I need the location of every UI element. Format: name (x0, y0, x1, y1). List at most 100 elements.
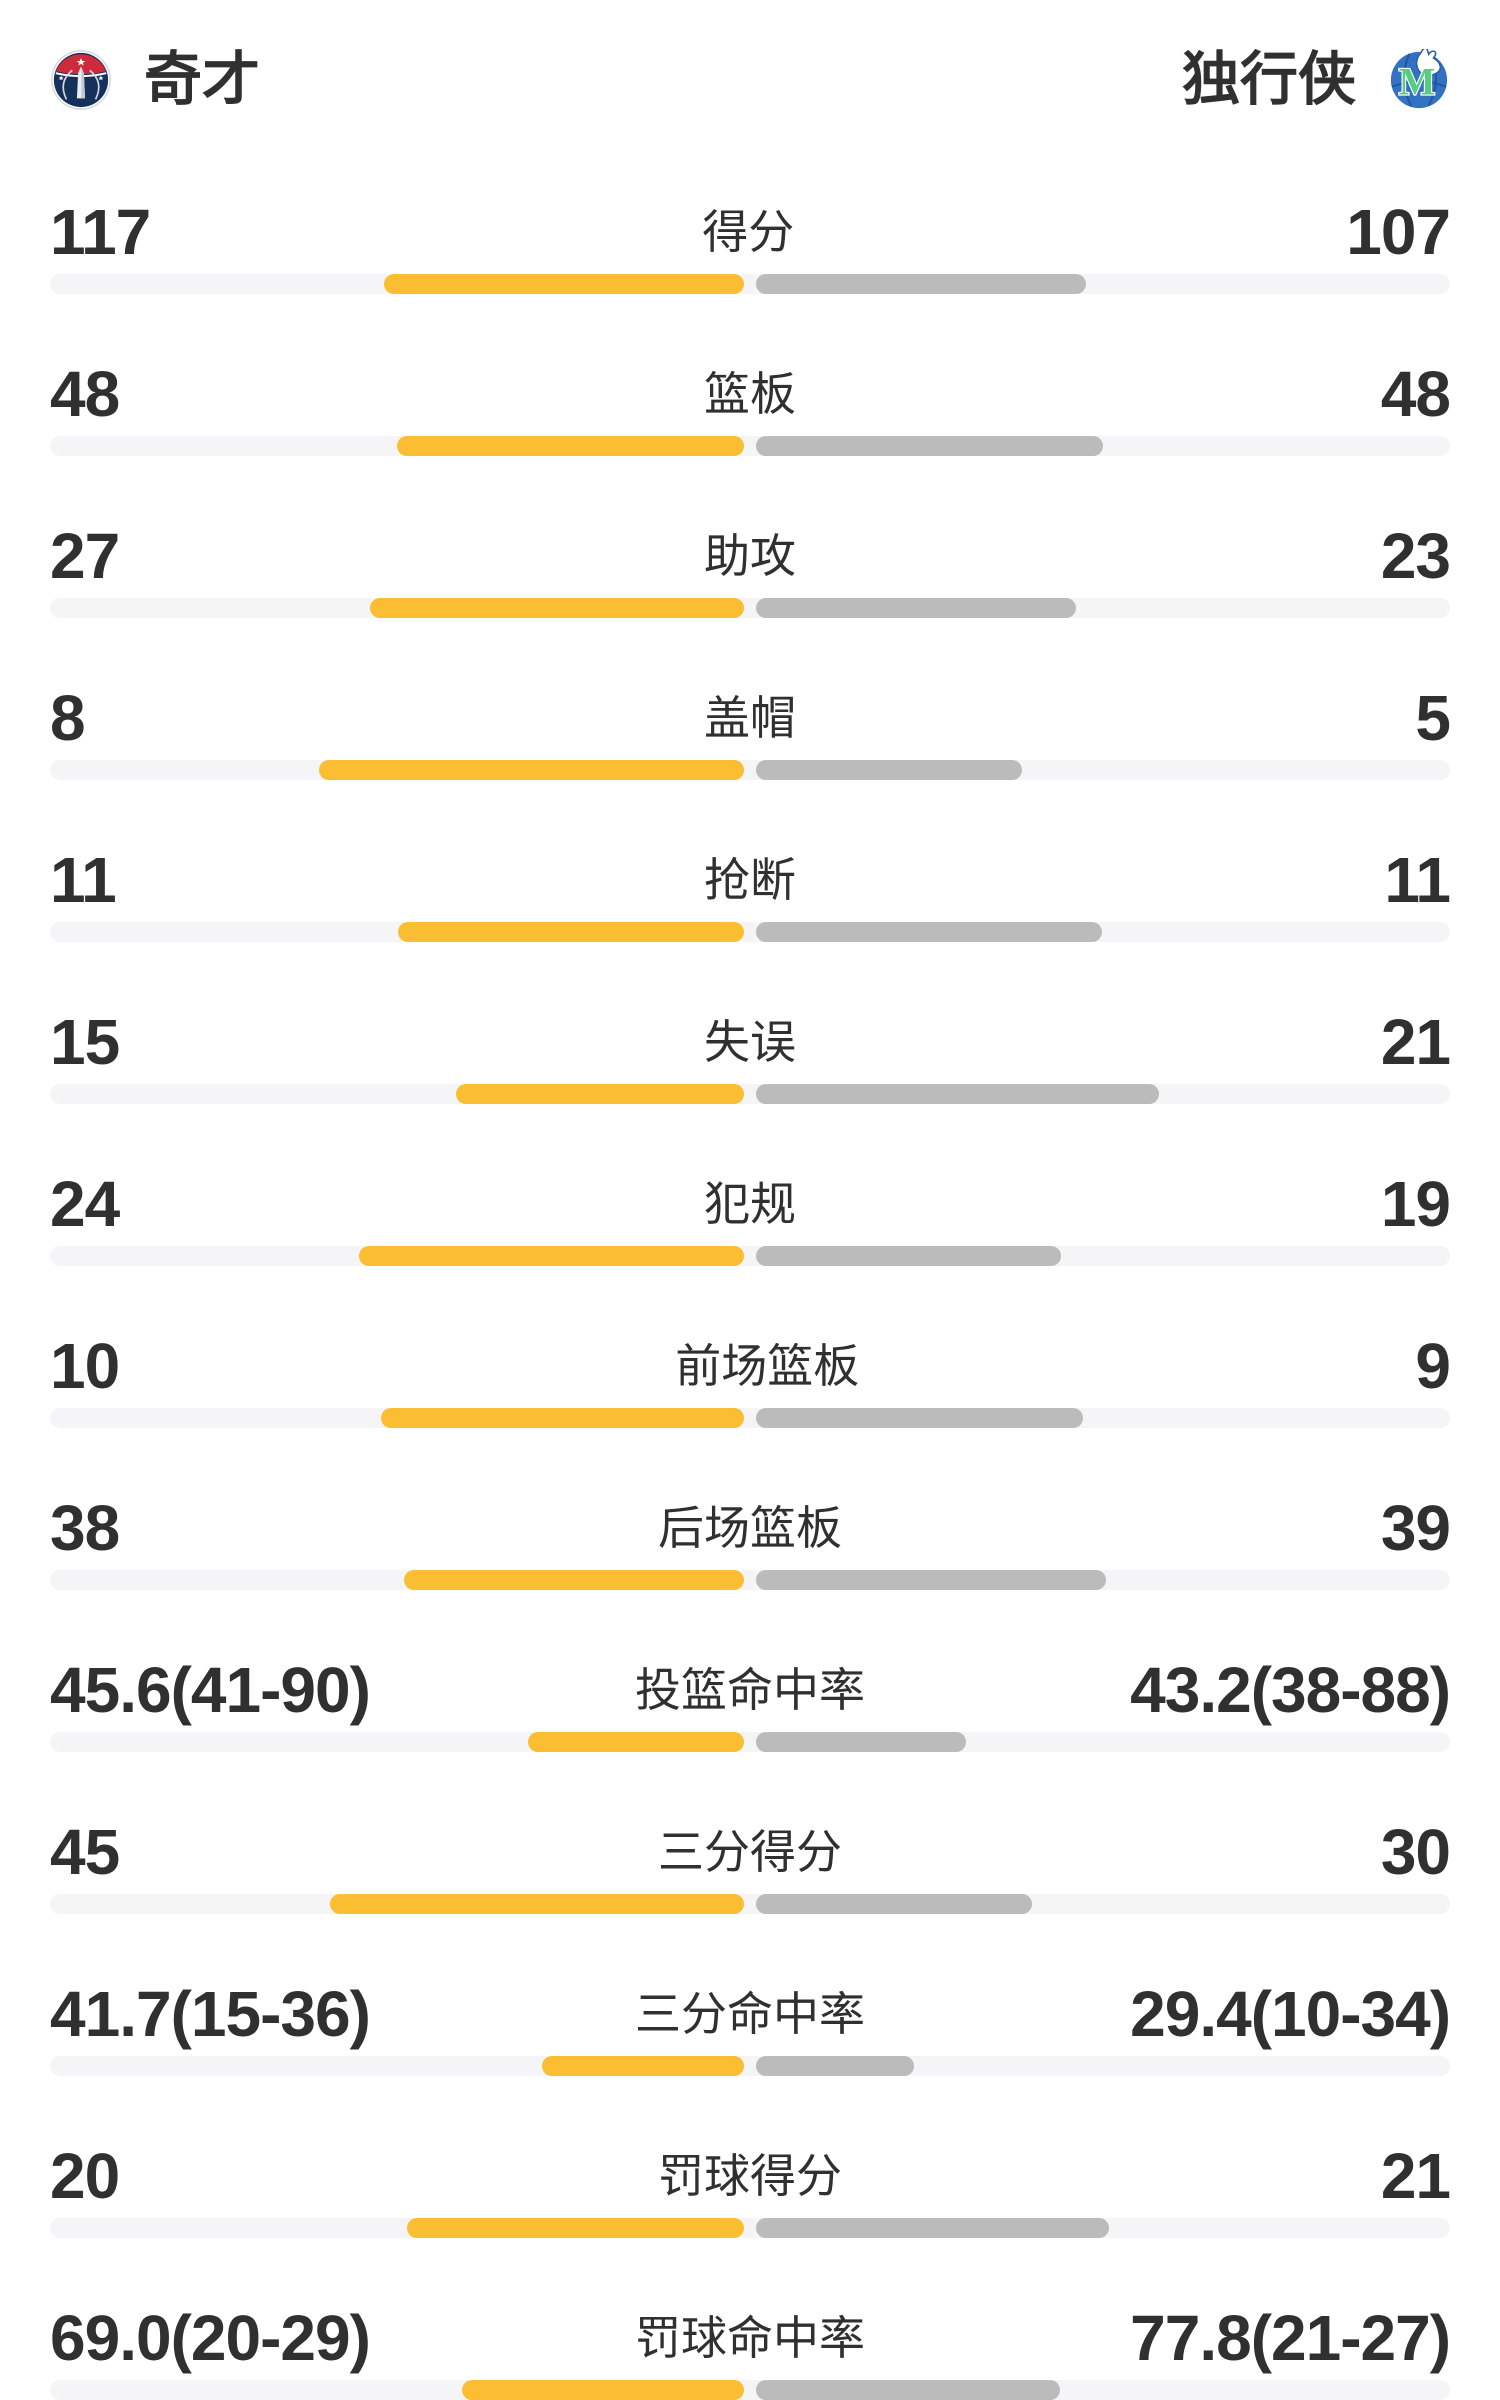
stat-value-left: 45 (50, 1816, 120, 1888)
stat-line: 38 后场篮板 39 (50, 1492, 1451, 1564)
stat-value-right: 11 (1384, 844, 1451, 916)
stat-line: 27 助攻 23 (50, 520, 1451, 592)
stat-bar-right (756, 760, 1022, 780)
stat-bar-track (50, 922, 1450, 942)
stat-label: 盖帽 (704, 692, 796, 744)
stat-value-left: 41.7(15-36) (50, 1978, 371, 2050)
home-team-header[interactable]: 奇才 (50, 49, 260, 111)
stat-row: 45.6(41-90) 投篮命中率 43.2(38-88) (50, 1654, 1451, 1752)
stat-label: 三分得分 (658, 1826, 842, 1878)
stat-value-left: 11 (50, 844, 117, 916)
stat-line: 117 得分 107 (50, 196, 1451, 268)
stat-value-right: 48 (1380, 358, 1451, 430)
stat-bar-track (50, 598, 1450, 618)
stat-bar-track (50, 2218, 1450, 2238)
stat-bar-left (398, 922, 744, 942)
stat-label: 罚球命中率 (635, 2312, 865, 2364)
stat-value-right: 107 (1346, 196, 1451, 268)
stat-row: 20 罚球得分 21 (50, 2140, 1451, 2238)
stat-label: 得分 (702, 206, 795, 258)
stat-bar-left (542, 2056, 744, 2076)
stats-list: 117 得分 107 48 篮板 48 27 助攻 23 (50, 196, 1451, 2400)
stat-bar-left (528, 1732, 744, 1752)
stat-row: 117 得分 107 (50, 196, 1451, 294)
stat-row: 8 盖帽 5 (50, 682, 1451, 780)
stat-bar-left (319, 760, 744, 780)
stat-value-right: 77.8(21-27) (1130, 2302, 1451, 2374)
stat-label: 投篮命中率 (635, 1664, 865, 1716)
stat-row: 41.7(15-36) 三分命中率 29.4(10-34) (50, 1978, 1451, 2076)
stat-value-left: 117 (50, 196, 151, 268)
stat-label: 犯规 (704, 1178, 796, 1230)
stat-value-left: 10 (50, 1330, 120, 1402)
stat-line: 45.6(41-90) 投篮命中率 43.2(38-88) (50, 1654, 1451, 1726)
stat-row: 45 三分得分 30 (50, 1816, 1451, 1914)
stat-row: 15 失误 21 (50, 1006, 1451, 1104)
stat-value-left: 45.6(41-90) (50, 1654, 371, 1726)
stat-value-right: 21 (1380, 2140, 1451, 2212)
wizards-logo-icon (50, 49, 112, 111)
stat-value-right: 30 (1380, 1816, 1451, 1888)
stat-bar-left (381, 1408, 744, 1428)
stat-bar-right (756, 1246, 1061, 1266)
stat-label: 抢断 (704, 854, 796, 906)
stat-bar-right (756, 1732, 966, 1752)
away-team-header[interactable]: 独行侠 M (1182, 49, 1450, 111)
stat-row: 69.0(20-29) 罚球命中率 77.8(21-27) (50, 2302, 1451, 2400)
stat-line: 8 盖帽 5 (50, 682, 1451, 754)
stat-bar-left (407, 2218, 744, 2238)
stat-label: 助攻 (704, 530, 796, 582)
stat-value-left: 38 (50, 1492, 120, 1564)
stat-bar-left (370, 598, 744, 618)
stat-line: 69.0(20-29) 罚球命中率 77.8(21-27) (50, 2302, 1451, 2374)
stat-line: 20 罚球得分 21 (50, 2140, 1451, 2212)
stat-line: 10 前场篮板 9 (50, 1330, 1451, 1402)
stat-value-right: 29.4(10-34) (1130, 1978, 1451, 2050)
stat-bar-right (756, 436, 1103, 456)
stat-bar-left (456, 1084, 744, 1104)
stat-value-right: 21 (1380, 1006, 1451, 1078)
stat-bar-track (50, 1570, 1450, 1590)
stat-value-left: 20 (50, 2140, 120, 2212)
stat-value-left: 48 (50, 358, 120, 430)
stat-bar-left (384, 274, 744, 294)
stat-label: 失误 (704, 1016, 796, 1068)
stat-line: 15 失误 21 (50, 1006, 1451, 1078)
stat-bar-right (756, 1570, 1106, 1590)
stat-value-right: 5 (1415, 682, 1451, 754)
stat-bar-right (756, 598, 1076, 618)
stat-bar-left (330, 1894, 744, 1914)
stat-row: 48 篮板 48 (50, 358, 1451, 456)
stat-bar-track (50, 274, 1450, 294)
stat-bar-right (756, 2056, 914, 2076)
stat-bar-right (756, 922, 1102, 942)
stat-line: 41.7(15-36) 三分命中率 29.4(10-34) (50, 1978, 1451, 2050)
stat-bar-track (50, 760, 1450, 780)
stat-bar-track (50, 1084, 1450, 1104)
stat-line: 48 篮板 48 (50, 358, 1451, 430)
stat-value-right: 9 (1415, 1330, 1451, 1402)
stat-row: 11 抢断 11 (50, 844, 1451, 942)
mavericks-logo-icon: M (1390, 49, 1448, 109)
stat-bar-right (756, 1894, 1032, 1914)
stat-bar-track (50, 1408, 1450, 1428)
stat-label: 后场篮板 (658, 1502, 842, 1554)
stat-bar-track (50, 1732, 1450, 1752)
stat-bar-right (756, 1084, 1159, 1104)
stat-label: 罚球得分 (658, 2150, 842, 2202)
stat-bar-left (404, 1570, 744, 1590)
stat-bar-left (397, 436, 744, 456)
stat-label: 前场篮板 (675, 1340, 860, 1392)
stat-value-left: 27 (50, 520, 120, 592)
home-team-name: 奇才 (144, 47, 261, 112)
stat-bar-track (50, 2056, 1450, 2076)
stat-bar-right (756, 2218, 1109, 2238)
stat-bar-left (462, 2380, 744, 2400)
stat-bar-right (756, 1408, 1083, 1428)
stat-bar-track (50, 436, 1450, 456)
stat-row: 27 助攻 23 (50, 520, 1451, 618)
stat-value-left: 8 (50, 682, 86, 754)
stat-value-right: 43.2(38-88) (1130, 1654, 1451, 1726)
stat-value-right: 19 (1380, 1168, 1451, 1240)
stat-line: 11 抢断 11 (50, 844, 1451, 916)
